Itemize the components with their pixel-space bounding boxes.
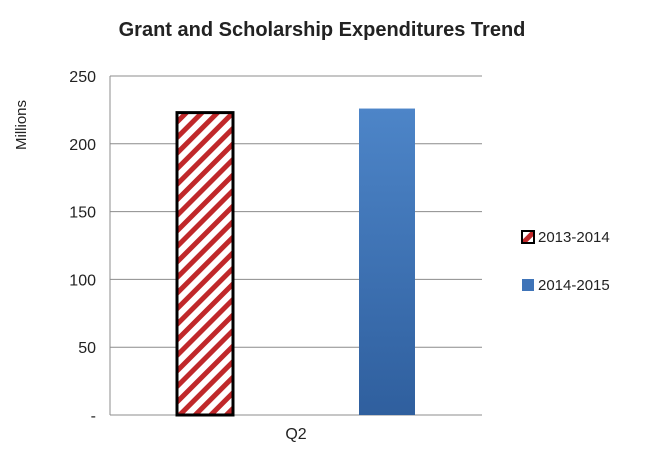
- grid-layer: [110, 75, 482, 416]
- legend-label: 2013-2014: [538, 229, 610, 246]
- bar-layer: [175, 108, 415, 417]
- legend-label: 2014-2015: [538, 277, 610, 294]
- y-tick-label: 250: [69, 69, 96, 86]
- x-tick-label: Q2: [285, 426, 306, 443]
- legend: 2013-2014 2014-2015: [521, 229, 610, 294]
- axis-layer: - 50 100 150 200 250 Q2: [69, 69, 306, 443]
- bar-2013-2014: [175, 111, 235, 417]
- y-tick-label: 150: [69, 205, 96, 222]
- y-tick-label: -: [91, 408, 96, 425]
- y-tick-label: 100: [69, 272, 96, 289]
- chart-title: Grant and Scholarship Expenditures Trend: [119, 19, 526, 41]
- legend-swatch: [522, 279, 534, 291]
- bar-2014-2015: [359, 108, 415, 415]
- y-tick-label: 200: [69, 137, 96, 154]
- y-tick-label: 50: [78, 340, 96, 357]
- y-axis-label: Millions: [13, 100, 30, 150]
- legend-swatch: [521, 230, 535, 244]
